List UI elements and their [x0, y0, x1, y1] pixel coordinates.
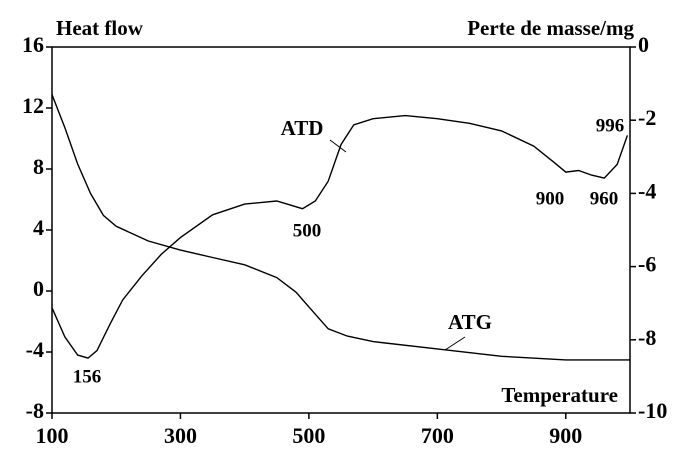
annotation: 500 — [293, 220, 322, 241]
y-tick-label: 0 — [33, 276, 44, 301]
x-tick-label: 300 — [164, 423, 197, 448]
leader-line — [329, 139, 347, 153]
series-line — [51, 94, 630, 361]
y2-tick-label: 0 — [638, 32, 649, 57]
y2-tick-label: -4 — [638, 178, 656, 203]
x-tick-label: 900 — [549, 423, 582, 448]
y2-tick-label: -8 — [638, 325, 656, 350]
x-axis-label: Temperature — [501, 383, 618, 407]
series-line — [51, 114, 629, 359]
y-tick-label: 4 — [33, 215, 44, 240]
y-tick-label: -8 — [26, 398, 44, 423]
y2-tick-label: -6 — [638, 252, 656, 277]
y-tick-label: 16 — [22, 32, 44, 57]
y-tick-label: -4 — [26, 337, 44, 362]
series-label: ATD — [281, 116, 324, 140]
y-tick-label: 8 — [33, 154, 44, 179]
y2-tick-label: -10 — [638, 398, 667, 423]
y-tick-label: 12 — [22, 93, 44, 118]
annotation: 960 — [590, 188, 619, 209]
x-tick-label: 700 — [421, 423, 454, 448]
x-tick-label: 500 — [292, 423, 325, 448]
annotation: 996 — [596, 115, 625, 136]
x-tick-label: 100 — [36, 423, 69, 448]
series-label: ATG — [448, 310, 492, 334]
y-axis-label: Heat flow — [56, 16, 144, 40]
y2-axis-label: Perte de masse/mg — [467, 16, 634, 40]
annotation: 900 — [536, 188, 565, 209]
annotation: 156 — [73, 366, 102, 387]
y2-tick-label: -2 — [638, 105, 656, 130]
leader-line — [444, 336, 466, 351]
